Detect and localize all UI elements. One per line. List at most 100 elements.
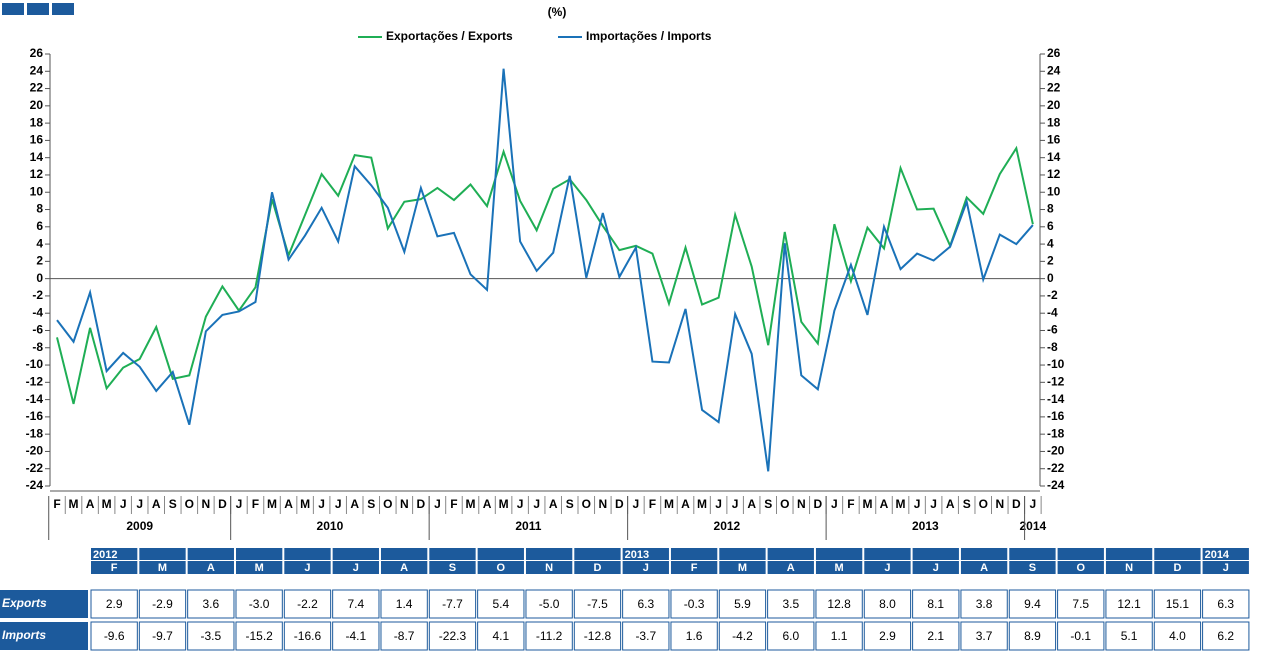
table-month: S: [449, 562, 456, 574]
x-tick-label: M: [499, 497, 509, 511]
x-tick-label: M: [697, 497, 707, 511]
x-tick-label: M: [300, 497, 310, 511]
table-cell: [767, 589, 815, 619]
table-cell: [863, 589, 912, 619]
table-month: J: [353, 562, 359, 574]
table-value: -7.7: [442, 597, 463, 611]
table-cell: [428, 589, 477, 619]
x-tick-label: A: [946, 497, 955, 511]
table-cell: [187, 621, 235, 651]
y-tick-label: -22: [26, 461, 44, 475]
table-month: M: [738, 562, 747, 574]
table-month-cell: [139, 561, 186, 574]
table-year-cell: [1154, 548, 1201, 560]
table-month-cell: [622, 561, 669, 574]
table-year-cell: [187, 548, 234, 560]
table-cell: [1153, 589, 1202, 619]
x-tick-label: J: [533, 497, 540, 511]
x-tick-label: A: [681, 497, 690, 511]
table-year-cell: [719, 548, 766, 560]
table-year-cell: [767, 548, 814, 560]
table-month: J: [884, 562, 890, 574]
y-tick-label: 18: [30, 115, 44, 129]
table-value: 8.0: [879, 597, 896, 611]
table-value: -15.2: [245, 629, 273, 643]
x-tick-label: J: [236, 497, 243, 511]
table-value: 5.9: [734, 597, 751, 611]
table-month: M: [255, 562, 264, 574]
y-tick-label: 2: [36, 254, 43, 268]
table-month: S: [1029, 562, 1036, 574]
table-year-cell: [574, 548, 621, 560]
y-tick-label: 14: [30, 150, 44, 164]
table-month: D: [1173, 562, 1181, 574]
x-tick-label: J: [914, 497, 921, 511]
table-value: 12.8: [827, 597, 851, 611]
table-value: 8.1: [927, 597, 944, 611]
table-value: 3.6: [202, 597, 219, 611]
table-year-cell: [960, 548, 1008, 560]
table-year-cell: [380, 548, 428, 560]
table-row-label: Imports: [2, 628, 46, 642]
table-value: -3.0: [249, 597, 270, 611]
y2-tick-label: 24: [1047, 63, 1061, 77]
x-tick-label: N: [598, 497, 607, 511]
x-tick-label: M: [69, 497, 79, 511]
table-month-cell: [767, 561, 814, 574]
table-month: J: [643, 562, 649, 574]
x-tick-label: A: [152, 497, 161, 511]
y-tick-label: -10: [26, 357, 44, 371]
table-month: N: [1125, 562, 1133, 574]
y-tick-label: 10: [30, 184, 44, 198]
table-cell: [283, 621, 332, 651]
table-cell: [767, 621, 815, 651]
table-value: 1.1: [831, 629, 848, 643]
table-month-cell: [1009, 561, 1056, 574]
table-value: 6.2: [1217, 629, 1234, 643]
table-cell: [573, 621, 622, 651]
x-tick-label: N: [400, 497, 409, 511]
table-value: 6.3: [637, 597, 654, 611]
table-cell: [863, 621, 912, 651]
table-year-cell: [429, 548, 476, 560]
table-cell: [138, 589, 187, 619]
table-cell: [380, 589, 428, 619]
table-cell: [525, 621, 573, 651]
y-tick-label: 24: [30, 63, 44, 77]
table-month-cell: [525, 561, 573, 574]
table-cell: [428, 621, 477, 651]
y-tick-label: -12: [26, 374, 44, 388]
series-line: [56, 68, 1034, 472]
table-cell: [815, 589, 863, 619]
x-tick-label: J: [517, 497, 524, 511]
x-tick-label: J: [1030, 497, 1037, 511]
table-value: 1.4: [396, 597, 413, 611]
y2-tick-label: 10: [1047, 184, 1061, 198]
y2-tick-label: -14: [1047, 392, 1065, 406]
y2-tick-label: -4: [1047, 305, 1058, 319]
table-month-cell: [1154, 561, 1201, 574]
y2-tick-label: -22: [1047, 461, 1065, 475]
x-tick-label: S: [367, 497, 375, 511]
y2-tick-label: 20: [1047, 98, 1061, 112]
table-month-cell: [284, 561, 331, 574]
x-tick-label: A: [86, 497, 95, 511]
table-year-cell: [284, 548, 331, 560]
table-value: 1.6: [686, 629, 703, 643]
x-tick-label: D: [615, 497, 624, 511]
table-row-label-cell: [0, 590, 88, 618]
table-cell: [573, 589, 622, 619]
y-tick-label: 12: [30, 167, 44, 181]
table-cell: [1105, 621, 1153, 651]
y2-tick-label: 18: [1047, 115, 1061, 129]
table-year-cell: [1105, 548, 1153, 560]
table-cell: [960, 589, 1008, 619]
x-tick-label: N: [797, 497, 806, 511]
y-tick-label: -20: [26, 444, 44, 458]
table-cell: [138, 621, 187, 651]
table-month-cell: [1105, 561, 1153, 574]
x-tick-label: J: [120, 497, 127, 511]
y2-tick-label: -8: [1047, 340, 1058, 354]
table-cell: [622, 589, 670, 619]
table-cell: [912, 621, 960, 651]
